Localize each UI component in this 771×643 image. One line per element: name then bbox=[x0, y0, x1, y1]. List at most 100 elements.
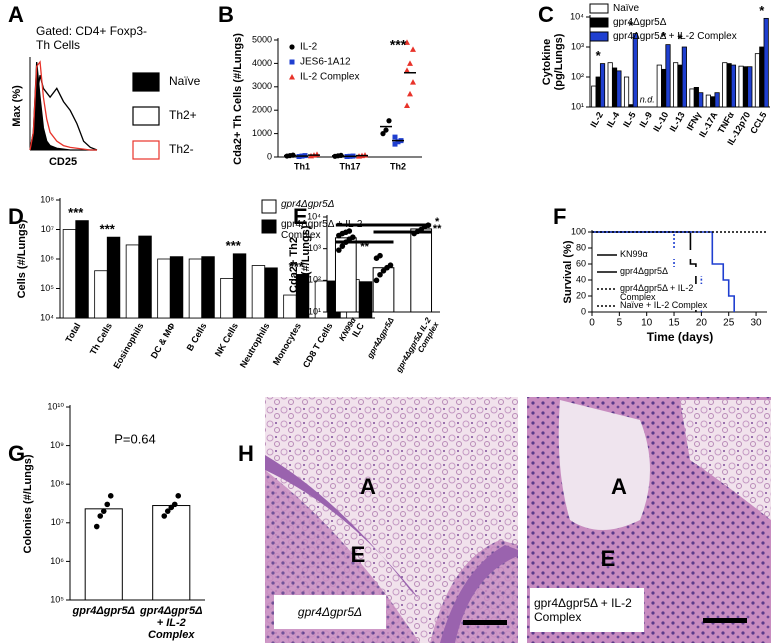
bar bbox=[611, 67, 618, 108]
annotation: n.d. bbox=[640, 94, 655, 104]
y-tick-label: 10⁹ bbox=[50, 440, 64, 450]
bar bbox=[152, 505, 191, 601]
point bbox=[392, 134, 398, 140]
legend-label: gpr4Δgpr5Δ + IL-2 Complex bbox=[281, 219, 363, 241]
bar bbox=[747, 66, 753, 108]
bar bbox=[698, 92, 704, 108]
legend-label: Naïve bbox=[613, 3, 640, 14]
annotation: P=0.64 bbox=[114, 431, 156, 446]
x-tick-label: 15 bbox=[668, 318, 680, 329]
bar bbox=[623, 76, 630, 108]
airway-lumen bbox=[558, 400, 650, 530]
x-tick-label: Eosinophils bbox=[111, 321, 145, 370]
bar bbox=[595, 76, 601, 108]
bar bbox=[75, 220, 89, 319]
y-tick-label: 10⁶ bbox=[50, 556, 64, 566]
legend-label: KN99α bbox=[620, 250, 710, 259]
airway-cells bbox=[680, 400, 771, 520]
bar bbox=[201, 256, 215, 319]
x-tick-label: IL-13 bbox=[668, 110, 687, 133]
bar bbox=[125, 244, 140, 319]
y-tick-label: 3000 bbox=[252, 81, 272, 91]
significance-label: ** bbox=[433, 223, 442, 235]
annotation: * bbox=[661, 29, 667, 44]
y-tick-label: 10⁶ bbox=[40, 253, 54, 263]
region-label: A bbox=[360, 474, 376, 499]
y-tick-label: 10⁵ bbox=[50, 594, 64, 604]
x-tick-label: 25 bbox=[723, 318, 735, 329]
bar bbox=[220, 277, 234, 319]
panel-letter: C bbox=[538, 2, 554, 27]
y-tick-label: 10⁴ bbox=[307, 211, 321, 221]
x-tick-label: Th Cells bbox=[88, 321, 114, 356]
point bbox=[97, 513, 104, 519]
x-tick-label: IL-4 bbox=[605, 110, 622, 129]
x-tick-label: 10 bbox=[641, 318, 653, 329]
legend-label: IL-2 Complex bbox=[300, 72, 359, 83]
point bbox=[387, 262, 394, 269]
significance-label: * bbox=[435, 216, 440, 228]
panel-letter: E bbox=[293, 204, 308, 229]
bar bbox=[188, 258, 203, 319]
histogram-curve bbox=[29, 60, 97, 151]
legend-label: gpr4Δgpr5Δ + IL-2 Complex bbox=[620, 284, 710, 302]
point bbox=[171, 501, 178, 508]
point bbox=[289, 74, 295, 80]
legend-label: IL-2 bbox=[300, 42, 318, 53]
legend-swatch bbox=[261, 199, 277, 214]
point bbox=[377, 252, 383, 259]
y-tick-label: 1000 bbox=[252, 128, 272, 138]
y-axis-label: Survival (%) bbox=[562, 240, 574, 304]
bar bbox=[714, 92, 720, 108]
y-tick-label: 0 bbox=[581, 306, 586, 316]
bar bbox=[689, 88, 695, 108]
legend-label: gpr4Δgpr5Δ bbox=[281, 199, 335, 210]
y-axis-label: Cda2+ Th2 Cells (#/Lungs) bbox=[288, 225, 312, 304]
point bbox=[289, 44, 295, 50]
point bbox=[407, 60, 413, 66]
bar bbox=[358, 281, 373, 319]
point bbox=[392, 141, 398, 147]
panel-letter: D bbox=[8, 204, 24, 229]
x-tick-label: Neutrophils bbox=[238, 321, 272, 369]
bar bbox=[705, 94, 711, 108]
caption: gpr4Δgpr5Δ + IL-2 Complex bbox=[530, 588, 644, 632]
point bbox=[407, 90, 413, 97]
annotation: *** bbox=[100, 222, 116, 237]
y-axis-label: Colonies (#/Lungs) bbox=[22, 454, 34, 553]
y-tick-label: 10⁴ bbox=[40, 312, 54, 322]
annotation: *** bbox=[390, 37, 407, 53]
region-label: E bbox=[351, 542, 366, 567]
bar bbox=[591, 85, 597, 108]
point bbox=[339, 243, 346, 249]
bar bbox=[628, 104, 634, 108]
bar bbox=[665, 44, 671, 108]
annotation: * bbox=[759, 3, 765, 18]
bar bbox=[673, 62, 679, 108]
histogram-curve bbox=[29, 75, 98, 151]
point bbox=[161, 513, 168, 519]
point bbox=[395, 139, 401, 145]
y-tick-label: 10⁵ bbox=[40, 283, 54, 293]
x-tick-label: IL-5 bbox=[621, 110, 638, 129]
scale-bar bbox=[463, 620, 507, 625]
point bbox=[383, 127, 389, 133]
bar bbox=[710, 96, 716, 108]
point bbox=[104, 501, 111, 508]
point bbox=[346, 228, 353, 234]
y-tick-label: 2000 bbox=[252, 105, 272, 115]
point bbox=[386, 118, 392, 124]
point bbox=[336, 247, 342, 253]
legend-swatch bbox=[132, 106, 160, 126]
region-label: E bbox=[601, 546, 616, 571]
point bbox=[289, 59, 295, 65]
scale-bar bbox=[703, 618, 747, 623]
legend-label: gpr4Δgpr5Δ bbox=[613, 17, 667, 28]
bar bbox=[693, 87, 699, 108]
survival-line bbox=[592, 231, 735, 312]
y-tick-label: 10⁸ bbox=[40, 194, 54, 204]
legend-swatch bbox=[589, 3, 609, 14]
y-tick-label: 10¹ bbox=[308, 306, 321, 316]
point bbox=[404, 39, 410, 45]
